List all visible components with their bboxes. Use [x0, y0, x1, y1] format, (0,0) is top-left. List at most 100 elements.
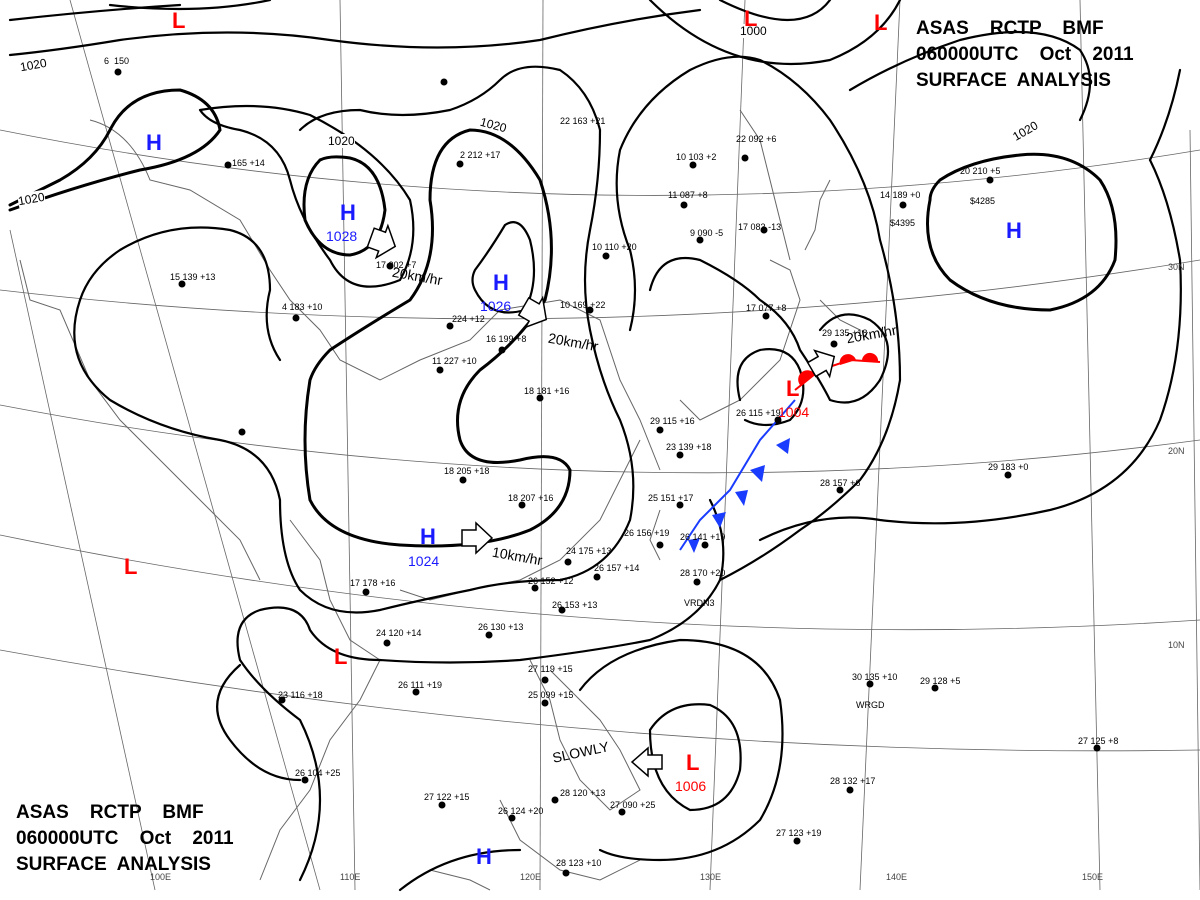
station-35: 29 183 +0	[988, 462, 1029, 472]
lon-label-140: 140E	[886, 872, 908, 882]
header-title-line1: ASAS RCTP BMF	[916, 18, 1104, 39]
station-28: 26 153 +13	[552, 600, 598, 610]
station-1: 6 150	[104, 56, 130, 66]
low-ph-value: 1006	[675, 778, 707, 794]
isobar-label-mid: 1020	[328, 134, 355, 148]
station-24: 26 124 +20	[498, 806, 544, 816]
header-title-line3: SURFACE ANALYSIS	[916, 70, 1111, 91]
lon-label-100: 100E	[150, 872, 172, 882]
coastlines	[19, 109, 861, 891]
station-13: 18 205 +18	[444, 466, 490, 476]
station-17: 17 178 +16	[350, 578, 396, 588]
high-east-symbol: H	[1006, 218, 1022, 243]
lon-label-110: 110E	[340, 872, 361, 882]
lon-label-150: 150E	[1082, 872, 1104, 882]
station-2: 165 +14	[232, 158, 265, 168]
station-22: 26 104 +25	[295, 768, 341, 778]
lat-label-20: 20N	[1168, 446, 1185, 456]
high-1026-symbol: H	[493, 270, 509, 295]
lon-label-120: 120E	[520, 872, 542, 882]
station-36: 30 135 +10	[852, 672, 898, 682]
station-32: 26 141 +19	[680, 532, 726, 542]
station-44: 11 087 +8	[668, 190, 708, 200]
station-49: 29 135 +18	[822, 328, 868, 338]
low-top1-symbol: L	[172, 8, 186, 33]
station-4: 17 202 +7	[376, 260, 417, 270]
station-45: 9 090 -5	[690, 228, 724, 238]
station-8: 11 227 +10	[432, 356, 477, 366]
station-id-4395: $4395	[890, 218, 916, 228]
station-43: 10 103 +2	[676, 152, 717, 162]
movement-arrows	[366, 223, 836, 778]
station-20: 26 111 +19	[398, 680, 443, 690]
station-id-vrdn3: VRDN3	[684, 598, 715, 608]
station-47: 17 077 +8	[746, 303, 787, 313]
header-title-block: ASAS RCTP BMF 060000UTC Oct 2011 SURFACE…	[916, 16, 1134, 94]
station-48: 22 092 +6	[736, 134, 777, 144]
station-6: 4 183 +10	[282, 302, 323, 312]
isobar-label-top: 1000	[740, 24, 767, 38]
station-30: 26 156 +19	[624, 528, 670, 538]
low-top2-symbol: L	[744, 6, 758, 31]
cold-front	[679, 399, 796, 553]
station-id-wrgd: WRGD	[856, 700, 885, 710]
station-11: 16 199 +8	[486, 334, 527, 344]
station-10: 10 169 +22	[560, 300, 606, 310]
low-japan-symbol: L	[786, 376, 800, 401]
station-46: 17 083 -13	[738, 222, 782, 232]
station-25: 28 120 +13	[560, 788, 606, 798]
station-39: 28 132 +17	[830, 776, 876, 786]
station-9: 10 110 +20	[592, 242, 637, 252]
station-38: 27 125 +8	[1078, 736, 1119, 746]
station-40: 27 123 +19	[776, 828, 822, 838]
station-3: 2 212 +17	[460, 150, 501, 160]
high-1028-value: 1028	[326, 228, 358, 244]
station-52: 29 115 +16	[650, 416, 695, 426]
station-18: 24 120 +14	[376, 628, 422, 638]
station-31: 25 151 +17	[648, 493, 694, 503]
station-16: 26 157 +14	[594, 563, 640, 573]
low-indochina-symbol: L	[334, 644, 348, 669]
lon-label-130: 130E	[700, 872, 722, 882]
station-54: 25 099 +15	[528, 690, 574, 700]
footer-title-line1: ASAS RCTP BMF	[16, 802, 204, 823]
high-1026-value: 1026	[480, 298, 512, 314]
low-top3-symbol: L	[874, 10, 888, 35]
footer-title-line2: 060000UTC Oct 2011	[16, 828, 234, 849]
station-53: 22 163 +21	[560, 116, 606, 126]
station-27: 27 119 +15	[528, 664, 573, 674]
station-50: 26 115 +19	[736, 408, 781, 418]
station-42: 14 189 +0	[880, 190, 921, 200]
station-41: 20 210 +5	[960, 166, 1001, 176]
station-51: 23 139 +18	[666, 442, 712, 452]
station-14: 18 207 +16	[508, 493, 554, 503]
station-37: 29 128 +5	[920, 676, 961, 686]
station-7: 224 +12	[452, 314, 485, 324]
station-id-4285: $4285	[970, 196, 996, 206]
station-23: 27 122 +15	[424, 792, 470, 802]
station-55: 27 090 +25	[610, 800, 656, 810]
high-1028-symbol: H	[340, 200, 356, 225]
station-19: 26 130 +13	[478, 622, 524, 632]
station-33: 28 170 +20	[680, 568, 726, 578]
station-15: 24 175 +13	[566, 546, 612, 556]
high-1024-symbol: H	[420, 524, 436, 549]
low-japan-value: 1004	[778, 404, 810, 420]
station-34: 28 157 +6	[820, 478, 861, 488]
high-1024-value: 1024	[408, 553, 440, 569]
high-nw-symbol: H	[146, 130, 162, 155]
station-29: 26 152 +12	[528, 576, 574, 586]
station-12: 18 181 +16	[524, 386, 570, 396]
isobars	[8, 0, 1182, 892]
high-south-symbol: H	[476, 844, 492, 869]
header-title-line2: 060000UTC Oct 2011	[916, 44, 1134, 65]
station-markers	[114, 68, 1101, 877]
station-5: 15 139 +13	[170, 272, 216, 282]
footer-title-block: ASAS RCTP BMF 060000UTC Oct 2011 SURFACE…	[16, 800, 234, 878]
warm-front	[794, 352, 881, 391]
